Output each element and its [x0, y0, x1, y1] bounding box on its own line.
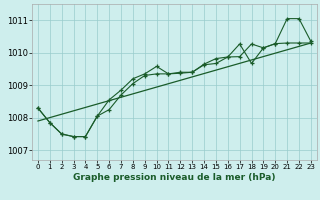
X-axis label: Graphe pression niveau de la mer (hPa): Graphe pression niveau de la mer (hPa): [73, 173, 276, 182]
